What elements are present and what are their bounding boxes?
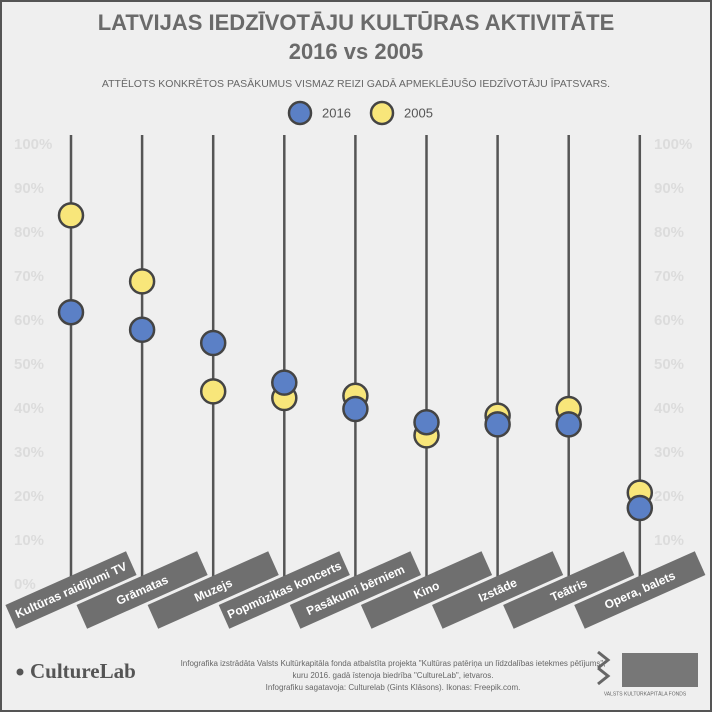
dot: [128, 316, 156, 344]
dot: [271, 369, 298, 396]
y-tick-label-right: 50%: [654, 356, 684, 373]
y-tick-label: 80%: [14, 224, 44, 241]
y-tick-label: 40%: [14, 400, 44, 417]
fund-logo-icon: [597, 650, 611, 686]
dot: [484, 411, 511, 438]
fund-logo-box: [622, 653, 698, 687]
dot: [626, 494, 654, 522]
y-tick-label-right: 70%: [654, 268, 684, 285]
y-tick-label: 60%: [14, 312, 44, 329]
legend-label: 2016: [322, 105, 351, 120]
y-tick-label-right: 60%: [654, 312, 684, 329]
category-label-box: [5, 551, 137, 629]
y-tick-label: 50%: [14, 356, 44, 373]
category-label-box: [289, 551, 421, 629]
dot: [57, 202, 85, 229]
y-tick-label-right: 20%: [654, 488, 684, 505]
y-tick-label-right: 100%: [654, 136, 692, 153]
plot: 0%0%10%10%20%20%30%30%40%40%50%50%60%60%…: [5, 100, 706, 629]
logo-dot: [16, 668, 24, 676]
category-label-box: [360, 551, 493, 629]
category-label-box: [574, 551, 706, 629]
y-tick-label-right: 80%: [654, 224, 684, 241]
legend-label: 2005: [404, 105, 433, 120]
credits: Infografika izstrādāta Valsts Kultūrkapi…: [181, 659, 606, 668]
y-tick-label: 20%: [14, 488, 44, 505]
dot: [199, 329, 227, 357]
dot: [555, 411, 582, 438]
y-tick-label: 100%: [14, 136, 52, 153]
category-label-box: [76, 551, 208, 629]
chart-title: LATVIJAS IEDZĪVOTĀJU KULTŪRAS AKTIVITĀTE: [98, 10, 615, 35]
y-tick-label-right: 40%: [654, 400, 684, 417]
legend-marker: [369, 100, 395, 126]
credits: kuru 2016. gadā īstenoja biedrība "Cultu…: [293, 671, 494, 680]
y-tick-label: 10%: [14, 532, 44, 549]
category-label-box: [432, 551, 564, 629]
category-label-box: [147, 551, 279, 629]
dot: [199, 378, 227, 405]
y-tick-label-right: 30%: [654, 444, 684, 461]
dot: [57, 298, 85, 326]
fund-name: VALSTS KULTŪRKAPITĀLA FONDS: [604, 690, 687, 697]
dot: [342, 395, 369, 423]
y-tick-label: 30%: [14, 444, 44, 461]
chart-description: ATTĒLOTS KONKRĒTOS PASĀKUMUS VISMAZ REIZ…: [102, 77, 610, 90]
y-tick-label: 90%: [14, 180, 44, 197]
category-label-box: [218, 551, 350, 629]
legend-marker: [287, 100, 313, 126]
y-tick-label-right: 90%: [654, 180, 684, 197]
dot: [128, 268, 156, 295]
category-label-box: [503, 551, 635, 629]
y-tick-label-right: 10%: [654, 532, 684, 549]
dot: [413, 408, 440, 436]
y-tick-label: 70%: [14, 268, 44, 285]
chart-subtitle: 2016 vs 2005: [289, 39, 424, 64]
y-tick-label: 0%: [14, 576, 36, 593]
logo: CultureLab: [30, 659, 136, 683]
credits: Infografiku sagatavoja: Culturelab (Gint…: [266, 683, 521, 692]
category-label-group: Kino: [360, 551, 493, 629]
